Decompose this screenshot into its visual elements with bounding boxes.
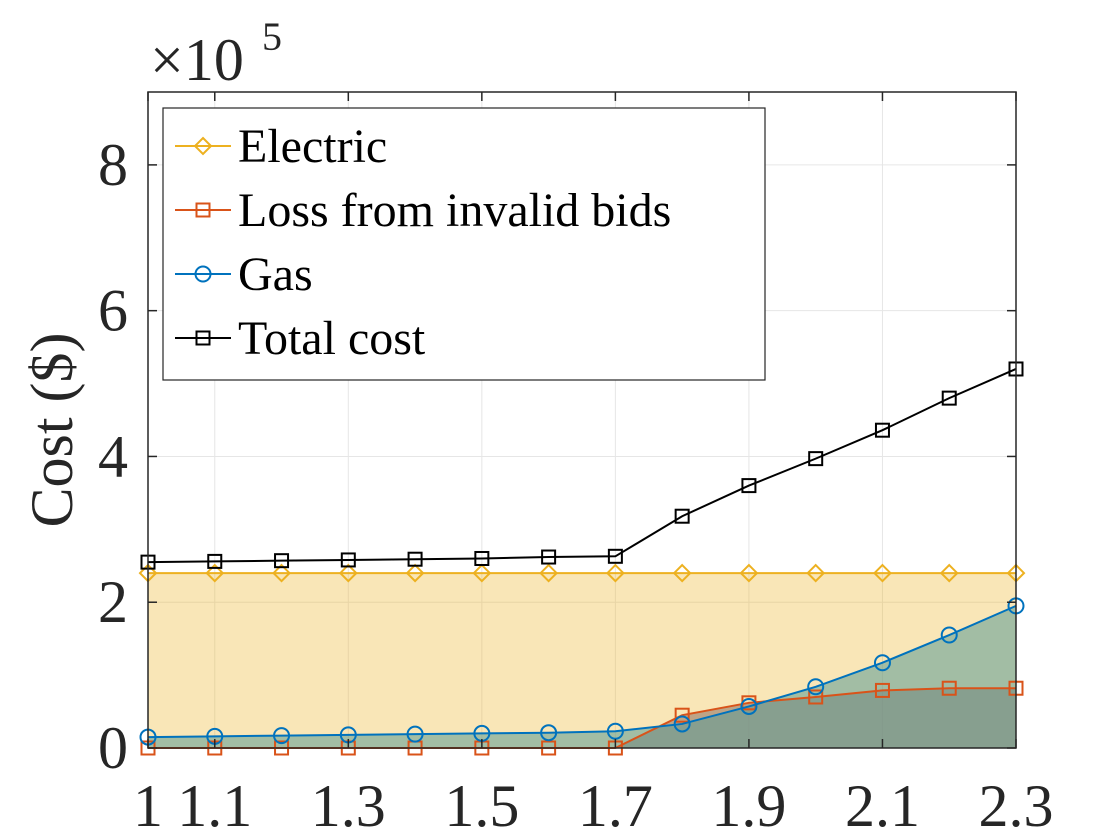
legend-marker-electric (193, 136, 213, 156)
data-point-electric (338, 563, 358, 583)
y-axis-label: Cost ($) (19, 333, 85, 528)
y-exponent-label: ×10 (150, 27, 244, 93)
data-point-loss-from-invalid-bids (808, 689, 824, 705)
data-point-gas (740, 697, 758, 715)
data-point-total-cost (541, 549, 557, 565)
data-point-gas (673, 715, 691, 733)
data-point-electric (873, 563, 892, 583)
ticks: 1 1.1 1.3 1.5 1.7 1.9 2.1 2.3 0 2 4 6 8 (98, 92, 1054, 839)
y-tick-label: 4 (98, 423, 128, 489)
series-line-total-cost (147, 368, 1017, 564)
series-electric (138, 563, 1026, 583)
x-tick-label: 1.3 (311, 773, 386, 839)
x-tick-label: 2.1 (845, 773, 920, 839)
x-tick-label: 1.5 (444, 773, 519, 839)
data-point-total-cost (674, 508, 690, 524)
y-exponent-power: 5 (262, 14, 282, 59)
legend-box (162, 107, 766, 381)
data-point-gas (940, 626, 958, 644)
x-tick-label: 2.3 (979, 773, 1054, 839)
legend-marker-total-cost (195, 330, 211, 346)
y-tick-label: 2 (98, 569, 128, 635)
data-point-total-cost (407, 551, 423, 567)
legend-item-loss-from-invalid-bids: Loss from invalid bids (175, 184, 671, 237)
data-point-total-cost (207, 553, 223, 569)
data-point-loss-from-invalid-bids (941, 680, 957, 696)
data-point-electric (472, 563, 492, 583)
data-point-gas (406, 725, 424, 743)
legend-label-loss-from-invalid-bids: Loss from invalid bids (238, 184, 671, 237)
data-point-gas (807, 678, 825, 696)
y-tick-label: 6 (98, 278, 128, 344)
legend-item-electric: Electric (175, 120, 387, 173)
x-tick-label: 1.9 (711, 773, 786, 839)
data-point-electric (672, 563, 692, 583)
data-point-electric (806, 563, 826, 583)
legend-item-total-cost: Total cost (175, 312, 426, 365)
data-point-gas (273, 727, 291, 745)
data-point-loss-from-invalid-bids (874, 682, 890, 698)
area-gas (148, 605, 1016, 748)
area-fills (148, 573, 1016, 748)
y-tick-label: 0 (98, 715, 128, 781)
data-point-total-cost (741, 478, 757, 494)
legend-label-electric: Electric (238, 120, 387, 173)
legend-label-gas: Gas (238, 248, 313, 301)
data-point-electric (539, 563, 559, 583)
x-tick-label: 1 (133, 773, 163, 839)
data-point-total-cost (941, 390, 957, 406)
data-point-loss-from-invalid-bids (674, 707, 690, 723)
data-point-electric (939, 563, 959, 583)
series-line-gas (147, 604, 1017, 739)
legend-marker-loss-from-invalid-bids (195, 202, 211, 218)
data-point-total-cost (874, 422, 890, 438)
data-point-electric (272, 563, 291, 583)
y-tick-label: 8 (98, 132, 128, 198)
data-point-total-cost (474, 550, 490, 566)
data-point-electric (205, 563, 225, 583)
series-total-cost (140, 361, 1024, 570)
x-tick-label: 1.1 (177, 773, 252, 839)
data-point-gas (540, 724, 558, 742)
legend: Electric Loss from invalid bids Gas Total c… (162, 107, 766, 381)
legend-marker-gas (194, 265, 212, 283)
data-point-total-cost (274, 553, 290, 569)
axes-box (147, 91, 1017, 749)
legend-label-total-cost: Total cost (238, 312, 426, 365)
data-point-total-cost (340, 552, 356, 568)
data-point-electric (739, 563, 759, 583)
data-point-gas (873, 654, 891, 672)
legend-item-gas: Gas (175, 248, 313, 301)
data-point-total-cost (808, 451, 824, 467)
data-point-total-cost (607, 548, 623, 564)
data-point-electric (605, 563, 625, 583)
x-tick-label: 1.7 (578, 773, 653, 839)
data-point-electric (405, 563, 425, 583)
data-point-gas (606, 722, 624, 740)
